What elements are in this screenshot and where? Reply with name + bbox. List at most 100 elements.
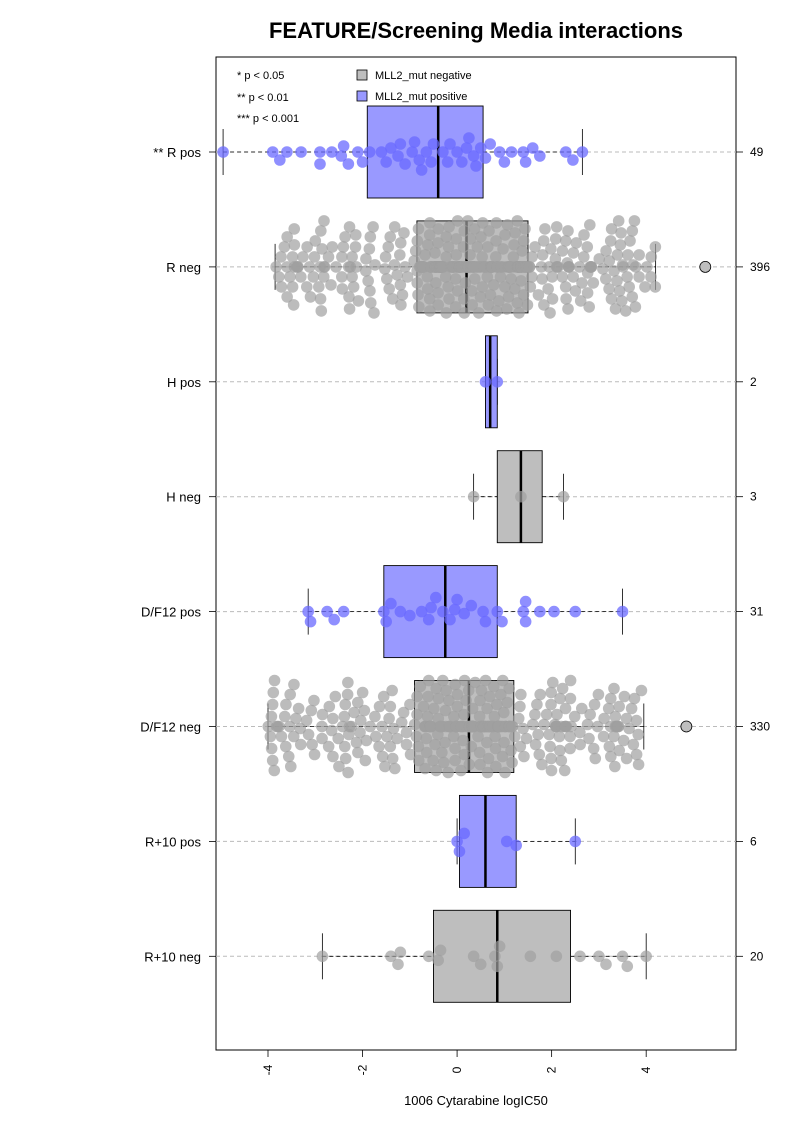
data-point (519, 615, 532, 628)
data-point (417, 700, 430, 713)
data-point (517, 235, 530, 247)
data-point (427, 138, 440, 150)
data-point (421, 271, 434, 283)
data-point (437, 146, 449, 158)
data-point (441, 156, 454, 168)
data-point (300, 714, 313, 727)
data-point (363, 146, 376, 158)
data-point (474, 758, 486, 771)
data-point (583, 219, 596, 231)
data-point (339, 231, 351, 243)
data-point (475, 231, 487, 243)
data-point (412, 740, 425, 753)
data-point (302, 728, 315, 741)
data-point (641, 261, 653, 273)
data-point (615, 295, 628, 307)
data-point (400, 738, 413, 751)
data-point (592, 688, 605, 701)
data-point (524, 950, 537, 963)
data-point (346, 271, 358, 283)
data-point (451, 285, 464, 297)
box (433, 909, 571, 1003)
data-point (332, 732, 345, 745)
data-point (616, 605, 629, 618)
data-point (529, 708, 541, 721)
data-point (317, 271, 330, 283)
data-point (591, 720, 604, 733)
group-n-label: 2 (750, 375, 757, 389)
data-point (369, 259, 381, 271)
data-point (306, 738, 318, 751)
data-point (639, 281, 651, 293)
data-point (337, 241, 350, 253)
data-point (315, 225, 327, 237)
data-point (265, 710, 278, 723)
data-point (422, 690, 434, 703)
data-point (564, 742, 576, 755)
data-point (284, 760, 297, 773)
data-point (512, 712, 525, 725)
data-point (266, 754, 279, 767)
data-point (281, 146, 293, 158)
data-point (388, 259, 401, 271)
group-n-label: 6 (750, 834, 757, 848)
data-point (314, 293, 327, 305)
data-point (548, 605, 560, 618)
data-point (342, 766, 354, 779)
data-point (389, 762, 401, 775)
data-point (496, 674, 509, 687)
data-point (430, 591, 442, 604)
data-point (422, 674, 435, 687)
data-point (359, 754, 372, 767)
data-point (424, 217, 436, 229)
data-point (453, 845, 466, 858)
data-point (352, 146, 364, 158)
data-point (534, 605, 546, 618)
data-point (635, 684, 648, 697)
data-point (422, 239, 434, 251)
group-label: H pos (167, 375, 201, 390)
data-point (411, 277, 423, 289)
data-point (262, 720, 275, 733)
data-point (567, 271, 580, 283)
data-point (432, 299, 444, 311)
data-point (602, 702, 615, 715)
legend-positive-label: MLL2_mut positive (375, 91, 467, 103)
data-point (455, 764, 467, 777)
data-point (497, 243, 509, 255)
data-point (458, 748, 471, 761)
data-point (275, 730, 288, 743)
data-point (493, 146, 506, 158)
data-point (490, 698, 503, 711)
data-point (325, 279, 337, 291)
group-n-label: 396 (750, 260, 770, 274)
data-point (411, 235, 424, 247)
data-point (368, 307, 380, 319)
data-point (457, 734, 469, 747)
data-point (273, 720, 285, 733)
data-point (318, 215, 330, 227)
data-point (449, 273, 462, 285)
data-point (466, 702, 479, 715)
data-point (545, 764, 558, 777)
data-point (448, 710, 460, 723)
data-point (308, 694, 320, 707)
data-point (562, 225, 574, 237)
data-point (448, 603, 461, 616)
data-point (410, 730, 423, 743)
data-point (381, 730, 393, 743)
data-point (295, 271, 307, 283)
data-point (493, 940, 506, 953)
data-point (395, 716, 408, 729)
data-point (422, 613, 435, 626)
data-point (305, 704, 318, 717)
data-point (618, 690, 631, 703)
data-point (268, 674, 281, 687)
data-point (578, 229, 590, 241)
data-point (385, 597, 397, 610)
data-point (275, 281, 288, 293)
data-point (342, 676, 354, 689)
data-point (482, 752, 495, 765)
group-label: D/F12 neg (140, 720, 201, 735)
